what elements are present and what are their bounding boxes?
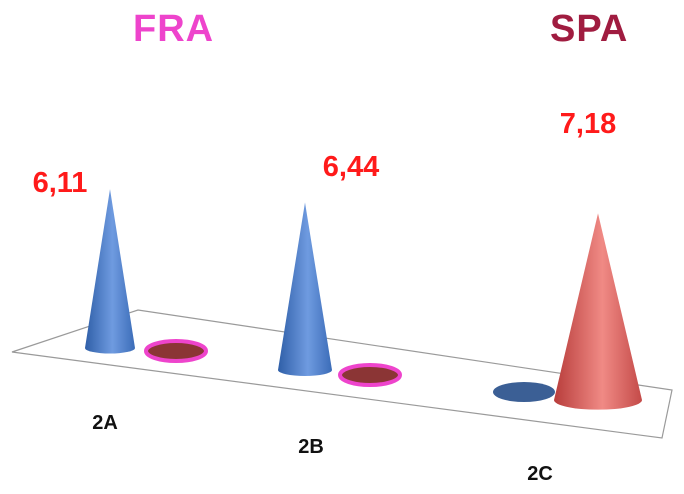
- value-label-2C: 7,18: [560, 108, 616, 140]
- cone-fra-2B: [278, 202, 332, 376]
- category-label-2C: 2C: [527, 463, 553, 485]
- disc-spa-2A: [144, 339, 208, 363]
- disc-spa-2B: [338, 363, 402, 387]
- disc-fra-2C: [493, 382, 555, 402]
- value-label-2B: 6,44: [323, 151, 379, 183]
- value-label-2A: 6,11: [33, 167, 88, 199]
- cone-spa-2C: [554, 213, 642, 410]
- legend-spa: SPA: [550, 8, 629, 50]
- category-label-2B: 2B: [298, 436, 324, 458]
- cone-fra-2A: [85, 189, 135, 354]
- category-label-2A: 2A: [92, 412, 118, 434]
- legend-fra: FRA: [133, 8, 215, 50]
